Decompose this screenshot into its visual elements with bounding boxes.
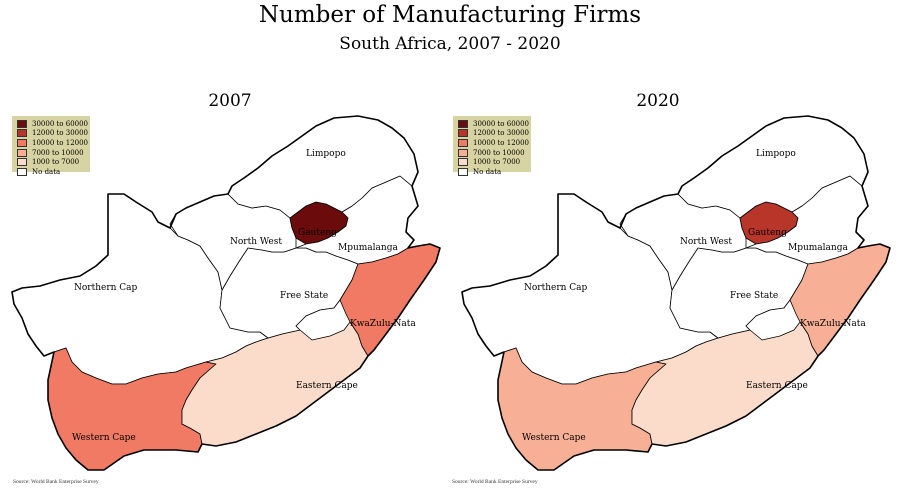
legend-item: 10000 to 12000: [17, 138, 90, 148]
legend-swatch: [458, 138, 468, 147]
source-note: Source: World Bank Enterprise Survey: [452, 479, 538, 485]
legend-swatch: [458, 129, 468, 138]
legend-label: 12000 to 30000: [32, 129, 89, 138]
province-label-northern-cape: Northern Cap: [74, 283, 138, 293]
legend-item: 12000 to 30000: [458, 129, 531, 139]
province-label-western-cape: Western Cape: [72, 433, 136, 443]
legend-label: No data: [473, 167, 502, 176]
province-lesotho: [745, 299, 801, 341]
legend-item: 12000 to 30000: [17, 129, 90, 139]
province-label-eastern-cape: Eastern Cape: [296, 381, 358, 391]
legend-item: No data: [458, 167, 531, 177]
map-year-label: 2020: [636, 91, 680, 111]
legend-swatch: [458, 158, 468, 167]
legend-item: 30000 to 60000: [458, 119, 531, 129]
legend-item: 1000 to 7000: [458, 157, 531, 167]
legend-label: 7000 to 10000: [32, 148, 84, 157]
province-label-mpumalanga: Mpumalanga: [788, 243, 848, 253]
legend-label: 1000 to 7000: [473, 158, 521, 167]
source-note: Source: World Bank Enterprise Survey: [13, 479, 99, 485]
province-label-gauteng: Gauteng: [748, 228, 787, 238]
legend-label: 30000 to 60000: [32, 119, 89, 128]
province-label-northern-cape: Northern Cap: [524, 283, 588, 293]
legend-swatch: [458, 148, 468, 157]
legend-swatch: [17, 158, 27, 167]
legend-item: 1000 to 7000: [17, 157, 90, 167]
province-label-gauteng: Gauteng: [298, 228, 337, 238]
chart-subtitle: South Africa, 2007 - 2020: [339, 34, 561, 54]
map-year-label: 2007: [208, 91, 252, 111]
province-label-kwazulu-natal: KwaZulu-Nata: [350, 319, 416, 329]
legend-label: 10000 to 12000: [32, 138, 89, 147]
province-label-limpopo: Limpopo: [756, 149, 796, 159]
province-label-mpumalanga: Mpumalanga: [338, 243, 398, 253]
legend-swatch: [458, 167, 468, 176]
legend-label: 10000 to 12000: [473, 138, 530, 147]
province-label-north-west: North West: [230, 237, 282, 247]
legend-item: 30000 to 60000: [17, 119, 90, 129]
province-label-free-state: Free State: [730, 291, 778, 301]
province-label-limpopo: Limpopo: [306, 149, 346, 159]
map-panel-2007: 2007 Limpopo North West Gauteng Mpumalanga N…: [0, 90, 450, 500]
country-outline: [11, 115, 441, 471]
legend-label: 12000 to 30000: [473, 129, 530, 138]
province-label-eastern-cape: Eastern Cape: [746, 381, 808, 391]
legend-item: 10000 to 12000: [458, 138, 531, 148]
legend-swatch: [17, 148, 27, 157]
legend-label: 30000 to 60000: [473, 119, 530, 128]
legend-item: 7000 to 10000: [17, 148, 90, 158]
country-outline: [461, 115, 891, 471]
legend-swatch: [17, 138, 27, 147]
legend-item: 7000 to 10000: [458, 148, 531, 158]
legend-swatch: [17, 167, 27, 176]
chart-title: Number of Manufacturing Firms: [258, 2, 642, 28]
legend-swatch: [17, 119, 27, 128]
legend-item: No data: [17, 167, 90, 177]
legend-label: 7000 to 10000: [473, 148, 525, 157]
province-lesotho: [295, 299, 351, 341]
legend-label: No data: [32, 167, 61, 176]
legend-swatch: [458, 119, 468, 128]
map-legend: 30000 to 60000 12000 to 30000 10000 to 1…: [453, 116, 531, 176]
province-label-free-state: Free State: [280, 291, 328, 301]
province-label-north-west: North West: [680, 237, 732, 247]
legend-swatch: [17, 129, 27, 138]
legend-label: 1000 to 7000: [32, 158, 80, 167]
province-label-kwazulu-natal: KwaZulu-Nata: [800, 319, 866, 329]
map-legend: 30000 to 60000 12000 to 30000 10000 to 1…: [12, 116, 90, 176]
map-panel-2020: 2020 Limpopo North West Gauteng Mpumalanga N…: [450, 90, 900, 500]
province-label-western-cape: Western Cape: [522, 433, 586, 443]
